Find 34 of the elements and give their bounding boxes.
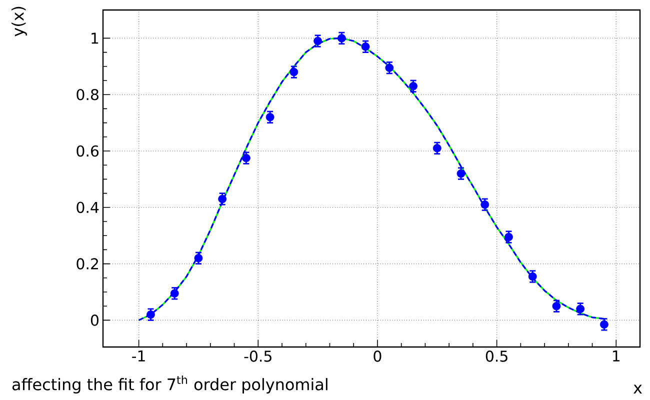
x-axis-title: x [634,384,642,394]
x-tick-label: 1 [613,350,620,362]
point [576,304,585,314]
y-tick-label: 0.8 [76,88,98,100]
point [290,68,298,76]
point [218,194,227,204]
point [146,310,155,319]
point [456,169,466,178]
point [480,200,490,209]
point [194,254,203,262]
point [361,42,370,51]
point [600,320,608,329]
point [504,232,513,242]
point [266,112,274,122]
point [314,36,322,46]
point [552,302,561,310]
y-tick-label: 0.6 [76,145,99,157]
point [385,64,394,72]
x-tick-label: -0.5 [244,350,272,362]
y-tick-label: 0.2 [76,258,98,270]
y-tick-label: 0 [90,314,98,326]
x-tick-label: -1 [132,350,145,362]
point [409,82,418,90]
point [528,272,537,281]
y-tick-label: 0.4 [76,202,99,214]
text: affecting the fit for 7$^{th}$ order polynomial [12,375,328,394]
y-axis-title: y(x) [12,6,27,36]
point [170,289,179,298]
point [432,144,442,152]
point [242,154,250,162]
point [337,34,346,42]
y-tick-label: 1 [92,32,98,44]
x-tick-label: 0 [374,350,382,362]
x-tick-label: 0.5 [486,350,508,362]
